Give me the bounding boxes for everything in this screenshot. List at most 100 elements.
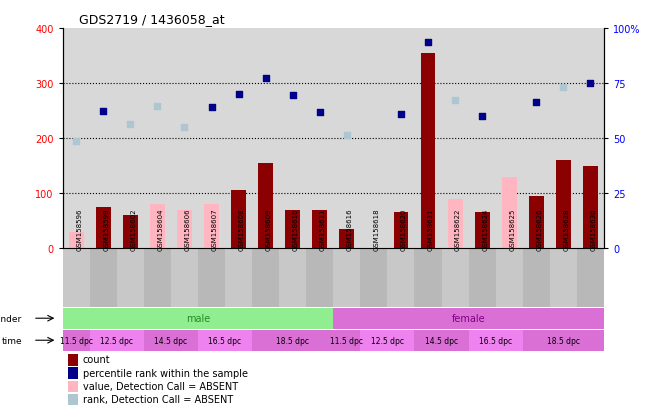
Text: GSM158622: GSM158622 [455, 208, 461, 250]
Bar [414, 249, 442, 307]
Bar [123, 216, 138, 249]
Bar [225, 249, 252, 307]
Bar [117, 249, 144, 307]
Text: female: female [452, 313, 485, 323]
Text: GSM158610: GSM158610 [292, 208, 299, 250]
Bar [523, 249, 550, 307]
Bar [333, 308, 604, 329]
Point [422, 39, 433, 46]
Bar [279, 249, 306, 307]
Point [234, 92, 244, 98]
Bar [204, 205, 219, 249]
Text: GSM158606: GSM158606 [184, 208, 191, 250]
Text: GSM158599: GSM158599 [103, 208, 110, 250]
Bar [556, 161, 571, 249]
Text: GSM158626: GSM158626 [536, 208, 543, 250]
Bar [150, 205, 165, 249]
Text: 12.5 dpc: 12.5 dpc [371, 336, 404, 345]
Point [477, 114, 487, 120]
Text: GSM158625: GSM158625 [510, 208, 515, 250]
Bar [523, 330, 604, 351]
Bar [306, 249, 333, 307]
Text: gender: gender [0, 314, 22, 323]
Point [152, 104, 162, 110]
Bar [339, 229, 354, 249]
Bar [360, 249, 387, 307]
Text: percentile rank within the sample: percentile rank within the sample [82, 368, 248, 378]
Text: GSM158608: GSM158608 [239, 208, 245, 250]
Bar [469, 330, 523, 351]
Text: 14.5 dpc: 14.5 dpc [154, 336, 187, 345]
Bar [177, 210, 192, 249]
Point [260, 75, 271, 82]
Bar [231, 191, 246, 249]
Bar [144, 249, 171, 307]
Point [450, 97, 461, 104]
Text: 18.5 dpc: 18.5 dpc [546, 336, 579, 345]
Bar [252, 330, 333, 351]
Bar [502, 177, 517, 249]
Bar [442, 249, 469, 307]
Text: male: male [186, 313, 210, 323]
Bar [496, 249, 523, 307]
Point [585, 81, 595, 87]
Bar [96, 207, 111, 249]
Bar [69, 232, 84, 249]
Bar [420, 54, 436, 249]
Bar [68, 354, 78, 366]
Point [125, 122, 136, 128]
Bar [550, 249, 577, 307]
Text: GSM158620: GSM158620 [401, 208, 407, 250]
Bar [393, 213, 409, 249]
Text: GSM158596: GSM158596 [77, 208, 82, 250]
Bar [469, 249, 496, 307]
Bar [90, 330, 144, 351]
Text: count: count [82, 354, 110, 364]
Text: GSM158616: GSM158616 [347, 208, 353, 250]
Point [71, 138, 82, 145]
Text: GSM158621: GSM158621 [428, 208, 434, 250]
Bar [312, 210, 327, 249]
Text: 16.5 dpc: 16.5 dpc [479, 336, 512, 345]
Bar [529, 197, 544, 249]
Text: GSM158602: GSM158602 [130, 208, 137, 250]
Text: GSM158611: GSM158611 [319, 208, 326, 250]
Point [395, 112, 406, 119]
Text: GDS2719 / 1436058_at: GDS2719 / 1436058_at [79, 13, 224, 26]
Bar [198, 330, 252, 351]
Text: GSM158630: GSM158630 [590, 208, 597, 250]
Bar [414, 330, 469, 351]
Text: GSM158628: GSM158628 [563, 208, 570, 250]
Bar [360, 330, 414, 351]
Text: 12.5 dpc: 12.5 dpc [100, 336, 133, 345]
Text: GSM158609: GSM158609 [265, 208, 272, 250]
Point [98, 108, 108, 114]
Bar [90, 249, 117, 307]
Bar [475, 213, 490, 249]
Text: value, Detection Call = ABSENT: value, Detection Call = ABSENT [82, 381, 238, 391]
Text: GSM158618: GSM158618 [374, 208, 380, 250]
Text: 14.5 dpc: 14.5 dpc [425, 336, 458, 345]
Text: time: time [1, 336, 22, 345]
Point [531, 100, 541, 107]
Text: 16.5 dpc: 16.5 dpc [209, 336, 242, 345]
Point [179, 124, 190, 131]
Bar [447, 199, 463, 249]
Bar [171, 249, 198, 307]
Bar [333, 249, 360, 307]
Text: rank, Detection Call = ABSENT: rank, Detection Call = ABSENT [82, 394, 233, 404]
Bar [285, 210, 300, 249]
Text: 11.5 dpc: 11.5 dpc [330, 336, 363, 345]
Point [287, 93, 298, 99]
Bar [198, 249, 225, 307]
Bar [333, 330, 360, 351]
Point [558, 84, 568, 91]
Text: 11.5 dpc: 11.5 dpc [60, 336, 92, 345]
Bar [258, 164, 273, 249]
Text: 18.5 dpc: 18.5 dpc [276, 336, 309, 345]
Point [314, 109, 325, 116]
Bar [63, 249, 90, 307]
Bar [63, 330, 90, 351]
Bar [252, 249, 279, 307]
Bar [144, 330, 198, 351]
